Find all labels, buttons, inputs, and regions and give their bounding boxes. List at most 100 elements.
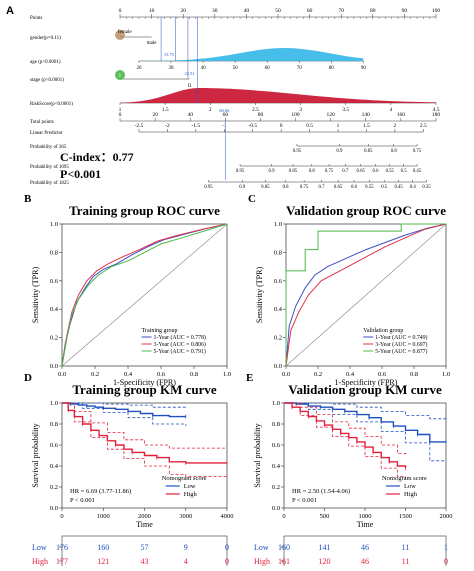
nomogram-row-label: Probability of 365 [30, 145, 67, 150]
y-axis-label: Sensitivity (TPR) [255, 267, 264, 324]
gender-female-dot [115, 30, 125, 40]
y-tick-label: 0.8 [50, 421, 58, 428]
series-line-1 [285, 223, 447, 367]
series-line-1 [61, 223, 228, 367]
nomogram-tick-label: 1.5 [363, 123, 370, 129]
roc-training-panel: B Training group ROC curve 0.0 0.2 0.4 0.6 0.8… [24, 193, 231, 387]
panel-letter-a: A [6, 5, 14, 17]
x-tick-label: 1.0 [223, 371, 231, 378]
series-line-0 [61, 223, 228, 367]
nomogram-tick-label: 40 [201, 66, 207, 71]
nomogram-tick-label: 0.95 [293, 149, 302, 154]
risk-count: 11 [402, 543, 410, 552]
nomogram-tick-label: 70 [297, 66, 303, 71]
risk-count: 177 [56, 557, 68, 566]
y-tick-label: 0.6 [50, 442, 59, 449]
risk-count: 160 [97, 543, 109, 552]
nomogram-tick-label: 80 [258, 112, 264, 118]
nomogram-tick-label: 50 [275, 8, 281, 14]
nomogram-tick-label: 0.6 [351, 185, 358, 190]
nomogram-tick-label: 0 [119, 8, 122, 14]
y-tick-label: 0.4 [50, 463, 59, 470]
nomogram-tick-label: 100 [432, 8, 441, 14]
nomogram-tick-label: 120 [327, 112, 336, 118]
nomogram-tick-label: 0.85 [289, 169, 298, 174]
nomogram-tick-label: 0.55 [386, 169, 395, 174]
y-tick-label: 0.2 [50, 335, 58, 342]
x-tick-label: 0 [282, 513, 285, 520]
nomogram-tick-label: 60 [265, 66, 271, 71]
nomogram-tick-label: 80 [329, 66, 335, 71]
nomogram-tick-label: -2.5 [135, 123, 144, 129]
series-ci-lower [284, 402, 446, 462]
series-line-0 [284, 402, 446, 443]
x-axis-label: Time [136, 520, 153, 529]
stage-point-value: 22.51 [184, 71, 194, 76]
nomogram-tick-label: 0.45 [413, 169, 422, 174]
x-tick-label: 1000 [97, 513, 110, 520]
x-tick-label: 0.6 [378, 371, 387, 378]
series-ci-upper [62, 402, 186, 408]
stage-marker-label: I [119, 74, 121, 79]
legend-title: Nomogram score [382, 475, 427, 482]
nomogram-tick-label: 0.5 [306, 123, 313, 129]
risk-count: 0 [225, 557, 229, 566]
nomogram-tick-label: 0.65 [357, 169, 366, 174]
nomogram-row-label: age (p<0.0001) [30, 60, 61, 65]
nomogram-row-label: Linear Predictor [30, 131, 63, 136]
y-tick-label: 0.6 [50, 278, 59, 285]
nomogram-row-label: Total points [30, 120, 54, 125]
risk-count: 0 [444, 557, 448, 566]
series-line-0 [285, 223, 447, 367]
x-tick-label: 2000 [440, 513, 453, 520]
p-label: P < 0.001 [292, 497, 317, 504]
nomogram-tick-label: 40 [187, 112, 193, 118]
nomogram-tick-label: 0.95 [236, 169, 245, 174]
series-line-2 [285, 223, 446, 366]
nomogram-tick-label: -0.5 [248, 123, 257, 129]
risk-count: 46 [361, 557, 369, 566]
risk-count: 57 [141, 543, 149, 552]
nomogram-tick-label: 2.5 [252, 107, 259, 113]
x-tick-label: 0.8 [190, 371, 198, 378]
nomogram-tick-label: 0.7 [342, 169, 349, 174]
y-tick-label: 0.8 [272, 421, 280, 428]
nomogram-level-label: II [188, 84, 192, 89]
nomogram-row-label: stage (p<0.0001) [30, 78, 64, 83]
nomogram-row-label: RiskScore(p<0.0001) [30, 102, 73, 107]
risk-row-label: High [32, 557, 48, 566]
riskscore-density [120, 88, 436, 103]
nomogram-level-label: female [118, 30, 132, 35]
nomogram-row-label: Probability of 1095 [30, 165, 69, 170]
risk-count: 0 [225, 543, 229, 552]
legend-title: Nomogram score [162, 475, 207, 482]
nomogram-tick-label: 40 [244, 8, 250, 14]
panel-letter: E [246, 372, 253, 384]
panel-letter: B [24, 193, 32, 205]
x-tick-label: 0.2 [314, 371, 322, 378]
y-tick-label: 1.0 [274, 221, 282, 228]
legend-label: High [404, 491, 418, 498]
y-tick-label: 0.4 [272, 463, 281, 470]
total-point-value: 60.66 [219, 108, 230, 113]
nomogram-tick-label: -1.5 [191, 123, 200, 129]
series-line-1 [62, 402, 227, 464]
y-tick-label: 0.4 [274, 306, 283, 313]
risk-count: 161 [278, 557, 290, 566]
nomogram-tick-label: 0.5 [401, 169, 408, 174]
legend-label: High [184, 491, 198, 498]
km-validation-panel: E Validation group KM curve 0 500 1000 1500 20… [246, 372, 453, 571]
legend-label: 3-Year (AUC = 0.806) [154, 341, 206, 348]
nomogram-tick-label: 140 [362, 112, 371, 118]
nomogram-tick-label: 0.9 [269, 169, 276, 174]
x-tick-label: 1.0 [442, 371, 450, 378]
nomogram-tick-label: 2 [209, 107, 212, 113]
nomogram-tick-label: 0.75 [325, 169, 334, 174]
roc-validation-panel: C Validation group ROC curve 0.0 0.2 0.4 0.6 0… [248, 193, 450, 387]
nomogram-tick-label: 60 [223, 112, 229, 118]
x-tick-label: 0.2 [91, 371, 99, 378]
nomogram-tick-label: 0.75 [300, 185, 309, 190]
x-tick-label: 1000 [359, 513, 372, 520]
